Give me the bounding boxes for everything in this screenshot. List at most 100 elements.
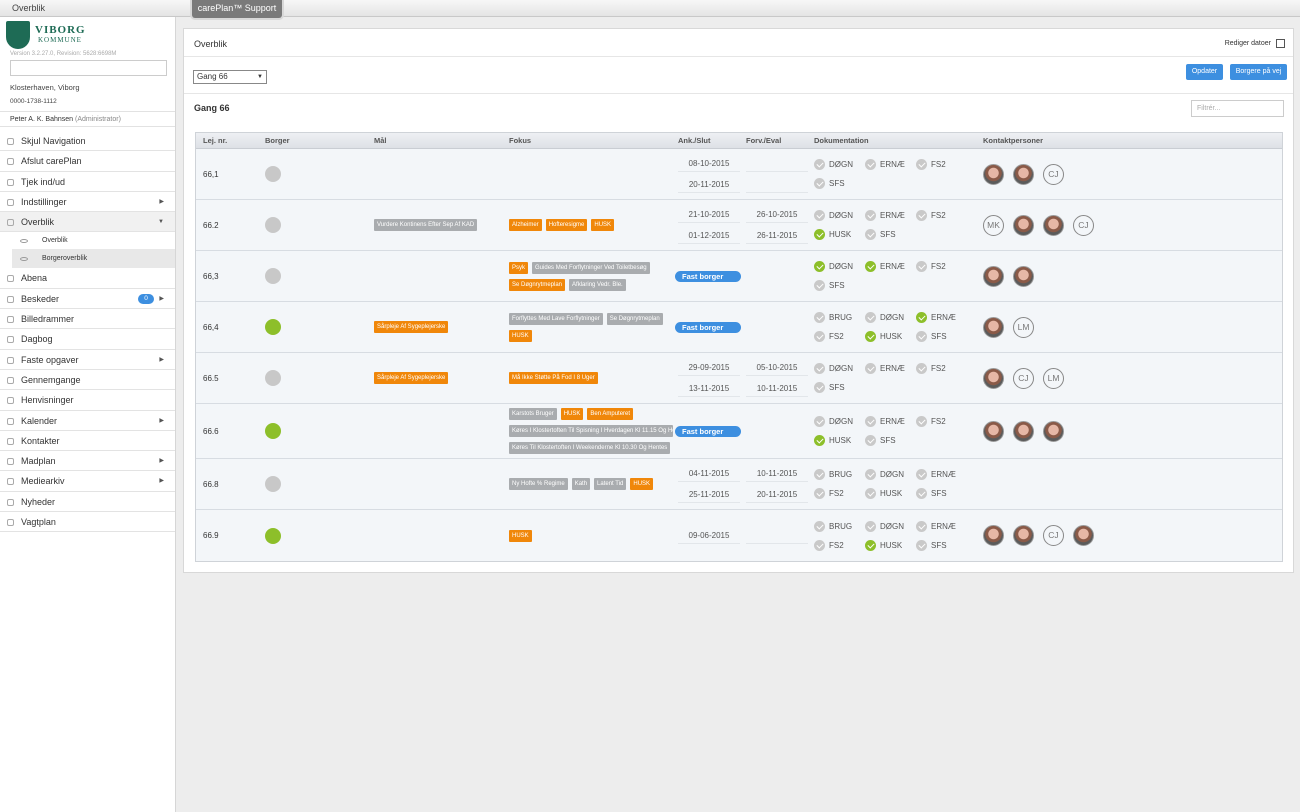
focus-tag[interactable]: Ny Hofte % Regime xyxy=(509,478,568,490)
nav-item[interactable]: Beskeder 0 ▶ xyxy=(0,289,175,310)
contact-photo[interactable] xyxy=(1013,265,1034,287)
focus-tag[interactable]: Køres I Klostertoften Til Spisning I Hve… xyxy=(509,425,673,437)
doc-item[interactable]: SFS xyxy=(865,229,916,240)
doc-item[interactable]: DØGN xyxy=(814,210,865,221)
nav-item[interactable]: Kalender ▶ xyxy=(0,411,175,431)
focus-tag[interactable]: HUSK xyxy=(509,529,532,542)
filter-input[interactable]: Filtrér... xyxy=(1191,100,1284,117)
doc-item[interactable]: SFS xyxy=(865,435,916,446)
update-button[interactable]: Opdater xyxy=(1186,64,1223,80)
nav-item[interactable]: Skjul Navigation xyxy=(0,131,175,152)
nav-item[interactable]: Indstillinger ▶ xyxy=(0,192,175,213)
contact-photo[interactable] xyxy=(1043,214,1064,236)
doc-item[interactable]: HUSK xyxy=(865,539,916,551)
doc-item[interactable]: DØGN xyxy=(814,261,865,272)
contact-initials[interactable]: LM xyxy=(1043,367,1064,389)
citizens-button[interactable]: Borgere på vej xyxy=(1230,64,1287,80)
nav-item[interactable]: Dagbog xyxy=(0,329,175,350)
nav-subitem[interactable]: Borgeroverblik xyxy=(12,250,175,269)
contact-photo[interactable] xyxy=(983,420,1004,442)
doc-item[interactable]: SFS xyxy=(916,539,967,551)
nav-item[interactable]: Henvisninger xyxy=(0,390,175,411)
goal-tag[interactable]: Sårpleje Af Sygeplejerske xyxy=(374,321,449,333)
focus-tag[interactable]: Må Ikke Støtte På Fod I 8 Uger xyxy=(509,372,598,384)
nav-item[interactable]: Billedrammer xyxy=(0,309,175,330)
doc-item[interactable]: BRUG xyxy=(814,520,865,532)
focus-tag[interactable]: HUSK xyxy=(630,478,654,490)
doc-item[interactable]: ERNÆ xyxy=(916,312,967,323)
table-row[interactable]: 66.2 Vurdere Kontinens Efter Sep Af KAD Al… xyxy=(196,200,1282,251)
contact-photo[interactable] xyxy=(1073,525,1094,546)
doc-item[interactable]: ERNÆ xyxy=(865,363,916,374)
doc-item[interactable]: SFS xyxy=(916,488,967,499)
contact-initials[interactable]: CJ xyxy=(1043,525,1064,546)
contact-photo[interactable] xyxy=(1013,214,1034,236)
doc-item[interactable]: ERNÆ xyxy=(865,159,916,170)
contact-photo[interactable] xyxy=(1013,163,1034,185)
table-row[interactable]: 66.8 Ny Hofte % Regime Kath Latent Tid HUSK 0… xyxy=(196,459,1282,510)
doc-item[interactable]: FS2 xyxy=(916,261,967,272)
doc-item[interactable]: DØGN xyxy=(814,363,865,374)
focus-tag[interactable]: Hofteresigme xyxy=(545,219,588,231)
doc-item[interactable]: ERNÆ xyxy=(865,261,916,272)
table-row[interactable]: 66,3 Psyk Guides Med Forflytninger Ved Toi… xyxy=(196,251,1282,302)
focus-tag[interactable]: Afklaring Vedr. Ble. xyxy=(569,278,626,291)
doc-item[interactable]: ERNÆ xyxy=(865,416,916,427)
contact-photo[interactable] xyxy=(983,367,1004,389)
goal-tag[interactable]: Sårpleje Af Sygeplejerske xyxy=(374,372,449,384)
contact-photo[interactable] xyxy=(983,163,1004,185)
doc-item[interactable]: FS2 xyxy=(916,210,967,221)
focus-tag[interactable]: Køres Til Klostertoften I Weekenderne Kl… xyxy=(509,442,671,454)
focus-tag[interactable]: Ben Amputeret xyxy=(587,408,634,420)
focus-tag[interactable]: HUSK xyxy=(591,219,615,231)
goal-tag[interactable]: Vurdere Kontinens Efter Sep Af KAD xyxy=(374,219,478,231)
doc-item[interactable]: HUSK xyxy=(865,488,916,499)
focus-tag[interactable]: Kath xyxy=(571,478,591,490)
table-row[interactable]: 66.6 Karstots Bruger HUSK Ben Amputeret Køre… xyxy=(196,404,1282,459)
contact-photo[interactable] xyxy=(1043,420,1064,442)
doc-item[interactable]: ERNÆ xyxy=(916,520,967,532)
doc-item[interactable]: HUSK xyxy=(814,435,865,446)
contact-photo[interactable] xyxy=(983,265,1004,287)
focus-tag[interactable]: Se Døgnrytmeplan xyxy=(606,312,663,325)
contact-initials[interactable]: CJ xyxy=(1073,214,1094,236)
focus-tag[interactable]: Guides Med Forflytninger Ved Toiletbesøg xyxy=(532,261,650,274)
doc-item[interactable]: ERNÆ xyxy=(865,210,916,221)
contact-initials[interactable]: CJ xyxy=(1043,163,1064,185)
doc-item[interactable]: SFS xyxy=(916,331,967,342)
contact-initials[interactable]: LM xyxy=(1013,316,1034,338)
contact-photo[interactable] xyxy=(983,525,1004,546)
nav-item[interactable]: Abena xyxy=(0,268,175,289)
gang-select[interactable]: Gang 66 xyxy=(193,70,267,84)
focus-tag[interactable]: HUSK xyxy=(509,329,532,342)
doc-item[interactable]: SFS xyxy=(814,280,865,291)
nav-subitem[interactable]: Overblik xyxy=(12,232,175,251)
nav-item[interactable]: Overblik ▼ xyxy=(0,212,175,233)
doc-item[interactable]: DØGN xyxy=(814,416,865,427)
focus-tag[interactable]: Karstots Bruger xyxy=(509,408,557,420)
doc-item[interactable]: FS2 xyxy=(814,331,865,342)
contact-photo[interactable] xyxy=(983,316,1004,338)
search-box[interactable] xyxy=(10,60,167,76)
doc-item[interactable]: FS2 xyxy=(916,159,967,170)
focus-tag[interactable]: Se Døgnrytmeplan xyxy=(509,278,566,291)
doc-item[interactable]: BRUG xyxy=(814,469,865,480)
table-row[interactable]: 66,1 08-10-2015 20-11-2015 DØGN ERNÆ FS2 SFS CJ xyxy=(196,149,1282,200)
contact-photo[interactable] xyxy=(1013,420,1034,442)
doc-item[interactable]: DØGN xyxy=(814,159,865,170)
doc-item[interactable]: HUSK xyxy=(814,229,865,240)
nav-item[interactable]: Nyheder xyxy=(0,492,175,513)
doc-item[interactable]: DØGN xyxy=(865,312,916,323)
doc-item[interactable]: FS2 xyxy=(814,488,865,499)
doc-item[interactable]: DØGN xyxy=(865,469,916,480)
doc-item[interactable]: HUSK xyxy=(865,331,916,342)
nav-item[interactable]: Mediearkiv ▶ xyxy=(0,471,175,492)
table-row[interactable]: 66.9 HUSK 09-06-2015 BRUG DØGN ERNÆ FS2 HUSK SFS… xyxy=(196,510,1282,561)
nav-item[interactable]: Kontakter xyxy=(0,431,175,452)
doc-item[interactable]: FS2 xyxy=(814,539,865,551)
focus-tag[interactable]: Psyk xyxy=(509,261,529,274)
focus-tag[interactable]: Forflyttes Med Lave Forflytninger xyxy=(509,312,603,325)
nav-item[interactable]: Madplan ▶ xyxy=(0,451,175,472)
table-row[interactable]: 66,4 Sårpleje Af Sygeplejerske Forflyttes … xyxy=(196,302,1282,353)
nav-item[interactable]: Faste opgaver ▶ xyxy=(0,350,175,370)
